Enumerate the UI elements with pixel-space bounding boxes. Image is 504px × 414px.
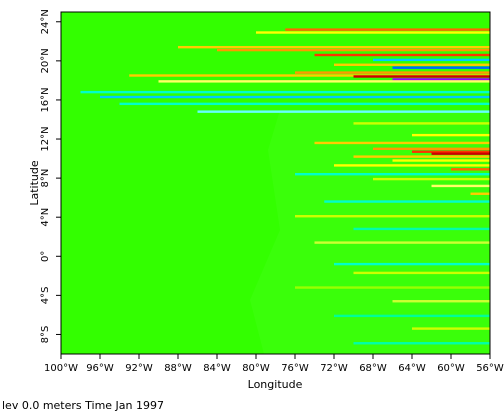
data-streak-8 xyxy=(295,71,490,74)
data-streak-3 xyxy=(217,48,490,52)
data-streak-20 xyxy=(373,147,490,150)
x-axis-ticks: 100°W 96°W 92°W 88°W 84°W 80°W 76°W 72°W 68°W 64°… xyxy=(44,354,504,374)
data-streak-25 xyxy=(334,164,490,167)
x-tick-label-8: 68°W xyxy=(359,363,387,374)
y-tick-label-3: 4°N xyxy=(40,208,51,227)
data-streaks xyxy=(80,28,490,345)
x-tick-label-9: 64°W xyxy=(398,363,426,374)
x-tick-label-5: 80°W xyxy=(242,363,270,374)
data-streak-36 xyxy=(353,271,490,275)
data-streak-29 xyxy=(431,184,490,188)
y-tick-label-0: 8°S xyxy=(40,326,51,344)
data-streak-41 xyxy=(353,342,490,345)
x-tick-label-4: 84°W xyxy=(203,363,231,374)
data-streak-30 xyxy=(470,192,490,195)
data-streak-13 xyxy=(80,90,490,94)
y-tick-label-7: 20°N xyxy=(40,48,51,73)
data-streak-23 xyxy=(353,155,490,158)
data-streak-40 xyxy=(412,327,490,330)
data-streak-11 xyxy=(392,78,490,81)
field-texture xyxy=(250,110,490,354)
data-streak-39 xyxy=(334,314,490,318)
data-streak-12 xyxy=(158,80,490,83)
data-streak-1 xyxy=(256,31,490,34)
data-streak-35 xyxy=(334,262,490,266)
y-tick-label-1: 4°S xyxy=(40,287,51,305)
y-axis-label: Latitude xyxy=(28,160,41,206)
data-streak-31 xyxy=(324,200,490,203)
y-tick-label-2: 0° xyxy=(40,251,51,262)
x-tick-label-1: 96°W xyxy=(86,363,114,374)
x-tick-label-0: 100°W xyxy=(44,363,78,374)
data-streak-10 xyxy=(353,75,490,78)
data-streak-37 xyxy=(295,286,490,289)
data-streak-9 xyxy=(129,74,490,77)
y-tick-label-5: 12°N xyxy=(40,126,51,151)
data-streak-38 xyxy=(392,300,490,303)
y-tick-label-8: 24°N xyxy=(40,9,51,34)
data-streak-7 xyxy=(392,66,490,69)
x-tick-label-3: 88°W xyxy=(164,363,192,374)
data-streak-0 xyxy=(285,28,490,31)
footer-caption: lev 0.0 meters Time Jan 1997 xyxy=(2,399,164,412)
data-streak-6 xyxy=(334,63,490,66)
data-streak-18 xyxy=(412,133,490,137)
plot-area xyxy=(61,12,490,354)
data-streak-4 xyxy=(314,53,490,57)
plot-frame xyxy=(60,11,491,355)
x-tick-label-6: 76°W xyxy=(281,363,309,374)
x-tick-label-10: 60°W xyxy=(437,363,465,374)
data-streak-21 xyxy=(412,150,490,153)
data-streak-19 xyxy=(314,141,490,145)
data-streak-2 xyxy=(178,45,490,49)
data-streak-33 xyxy=(353,227,490,231)
data-streak-28 xyxy=(373,177,490,181)
data-streak-24 xyxy=(392,159,490,162)
y-tick-label-6: 16°N xyxy=(40,87,51,112)
x-tick-label-2: 92°W xyxy=(125,363,153,374)
data-streak-22 xyxy=(431,152,490,155)
data-streak-5 xyxy=(373,58,490,62)
data-streak-34 xyxy=(314,241,490,244)
x-tick-label-7: 72°W xyxy=(320,363,348,374)
data-streak-27 xyxy=(295,173,490,176)
x-axis-label: Longitude xyxy=(248,378,303,391)
y-tick-label-4: 8°N xyxy=(40,169,51,188)
x-tick-label-11: 56°W xyxy=(476,363,504,374)
data-streak-15 xyxy=(119,102,490,106)
y-axis-ticks: 8°S 4°S 0° 4°N 8°N 12°N 16°N 20°N 24°N xyxy=(40,9,61,343)
data-streak-14 xyxy=(100,95,490,99)
data-streak-16 xyxy=(197,110,490,113)
data-streak-17 xyxy=(353,122,490,125)
data-streak-26 xyxy=(451,168,490,171)
data-streak-32 xyxy=(295,215,490,218)
